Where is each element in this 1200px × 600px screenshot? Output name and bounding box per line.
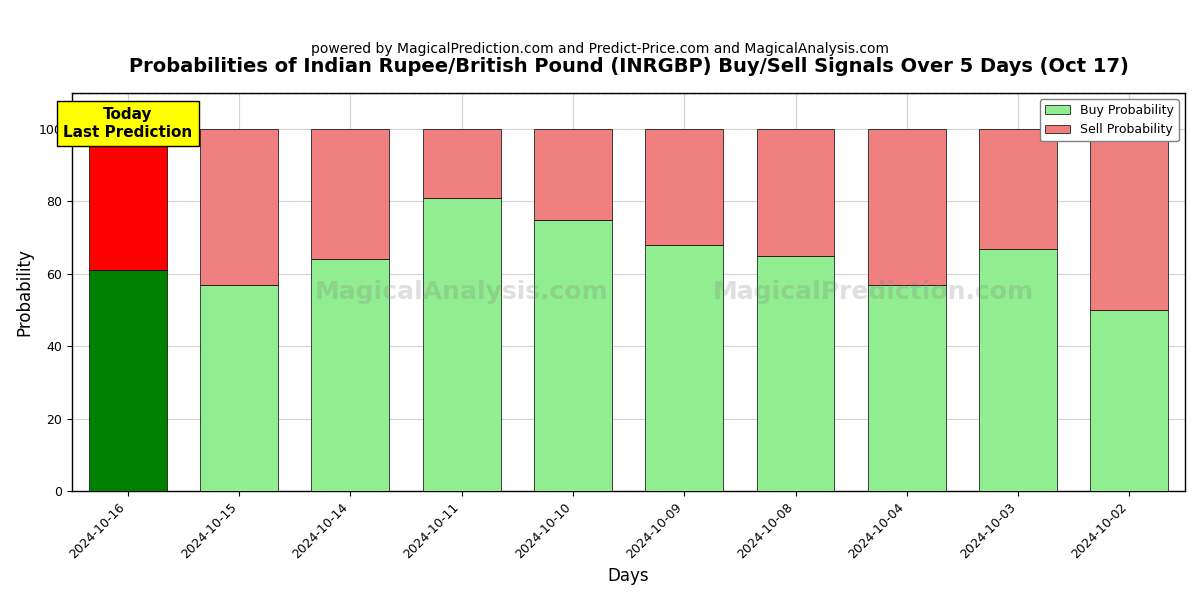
Bar [646, 129, 724, 245]
Text: MagicalPrediction.com: MagicalPrediction.com [713, 280, 1034, 304]
Bar [89, 129, 167, 271]
Bar [534, 129, 612, 220]
Bar [422, 198, 500, 491]
Bar [200, 129, 278, 285]
Bar [200, 285, 278, 491]
Legend: Buy Probability, Sell Probability: Buy Probability, Sell Probability [1040, 99, 1178, 142]
Bar [1091, 129, 1169, 310]
Text: MagicalAnalysis.com: MagicalAnalysis.com [314, 280, 608, 304]
Y-axis label: Probability: Probability [16, 248, 34, 336]
Bar [868, 129, 946, 285]
Bar [979, 129, 1057, 248]
Bar [422, 129, 500, 198]
X-axis label: Days: Days [607, 567, 649, 585]
Bar [312, 129, 389, 259]
Title: Probabilities of Indian Rupee/British Pound (INRGBP) Buy/Sell Signals Over 5 Day: Probabilities of Indian Rupee/British Po… [128, 57, 1128, 76]
Bar [646, 245, 724, 491]
Bar [868, 285, 946, 491]
Bar [1091, 310, 1169, 491]
Bar [979, 248, 1057, 491]
Bar [756, 256, 834, 491]
Text: Today
Last Prediction: Today Last Prediction [64, 107, 192, 140]
Bar [89, 271, 167, 491]
Bar [756, 129, 834, 256]
Bar [312, 259, 389, 491]
Text: powered by MagicalPrediction.com and Predict-Price.com and MagicalAnalysis.com: powered by MagicalPrediction.com and Pre… [311, 42, 889, 56]
Bar [534, 220, 612, 491]
